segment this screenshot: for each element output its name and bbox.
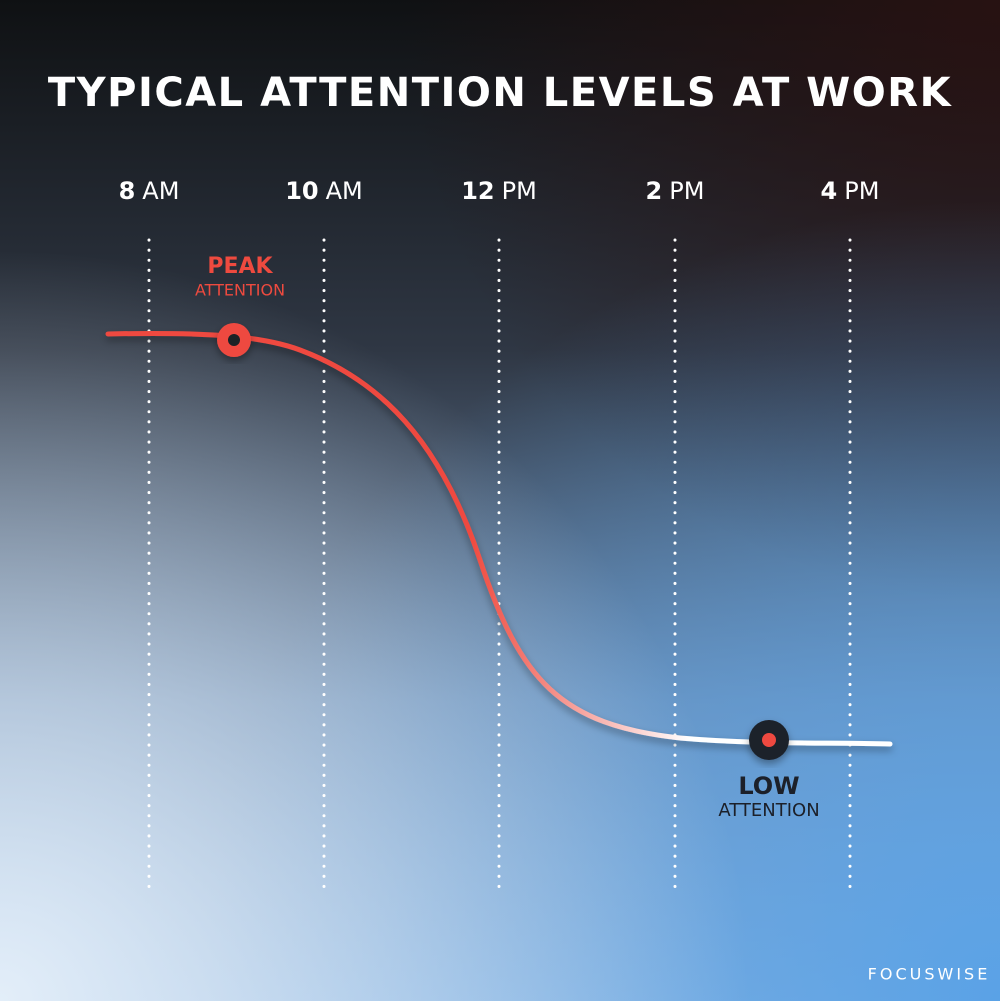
time-hour: 4 bbox=[821, 177, 838, 205]
low-label: LOW bbox=[738, 772, 799, 800]
time-label: 8 AM bbox=[119, 177, 180, 205]
marker-dot bbox=[228, 334, 240, 346]
time-period: AM bbox=[142, 177, 179, 205]
low-marker bbox=[749, 720, 789, 760]
peak-label: PEAK bbox=[207, 254, 273, 279]
time-label: 12 PM bbox=[461, 177, 537, 205]
time-hour: 12 bbox=[461, 177, 494, 205]
time-period: PM bbox=[502, 177, 537, 205]
time-label: 4 PM bbox=[821, 177, 880, 205]
time-label: 2 PM bbox=[646, 177, 705, 205]
marker-dot bbox=[762, 733, 776, 747]
title: TYPICAL ATTENTION LEVELS AT WORK bbox=[48, 70, 953, 116]
peak-sublabel: ATTENTION bbox=[195, 281, 285, 300]
time-period: PM bbox=[844, 177, 879, 205]
time-label: 10 AM bbox=[285, 177, 363, 205]
time-grid: 8 AM 10 AM 12 PM 2 PM 4 PM bbox=[119, 177, 880, 892]
time-hour: 8 bbox=[119, 177, 136, 205]
peak-marker bbox=[217, 323, 251, 357]
time-hour: 2 bbox=[646, 177, 663, 205]
time-hour: 10 bbox=[285, 177, 318, 205]
attention-curve bbox=[105, 330, 893, 747]
low-sublabel: ATTENTION bbox=[718, 800, 819, 821]
time-period: PM bbox=[669, 177, 704, 205]
time-period: AM bbox=[326, 177, 363, 205]
brand: FOCUSWISE bbox=[868, 965, 991, 984]
